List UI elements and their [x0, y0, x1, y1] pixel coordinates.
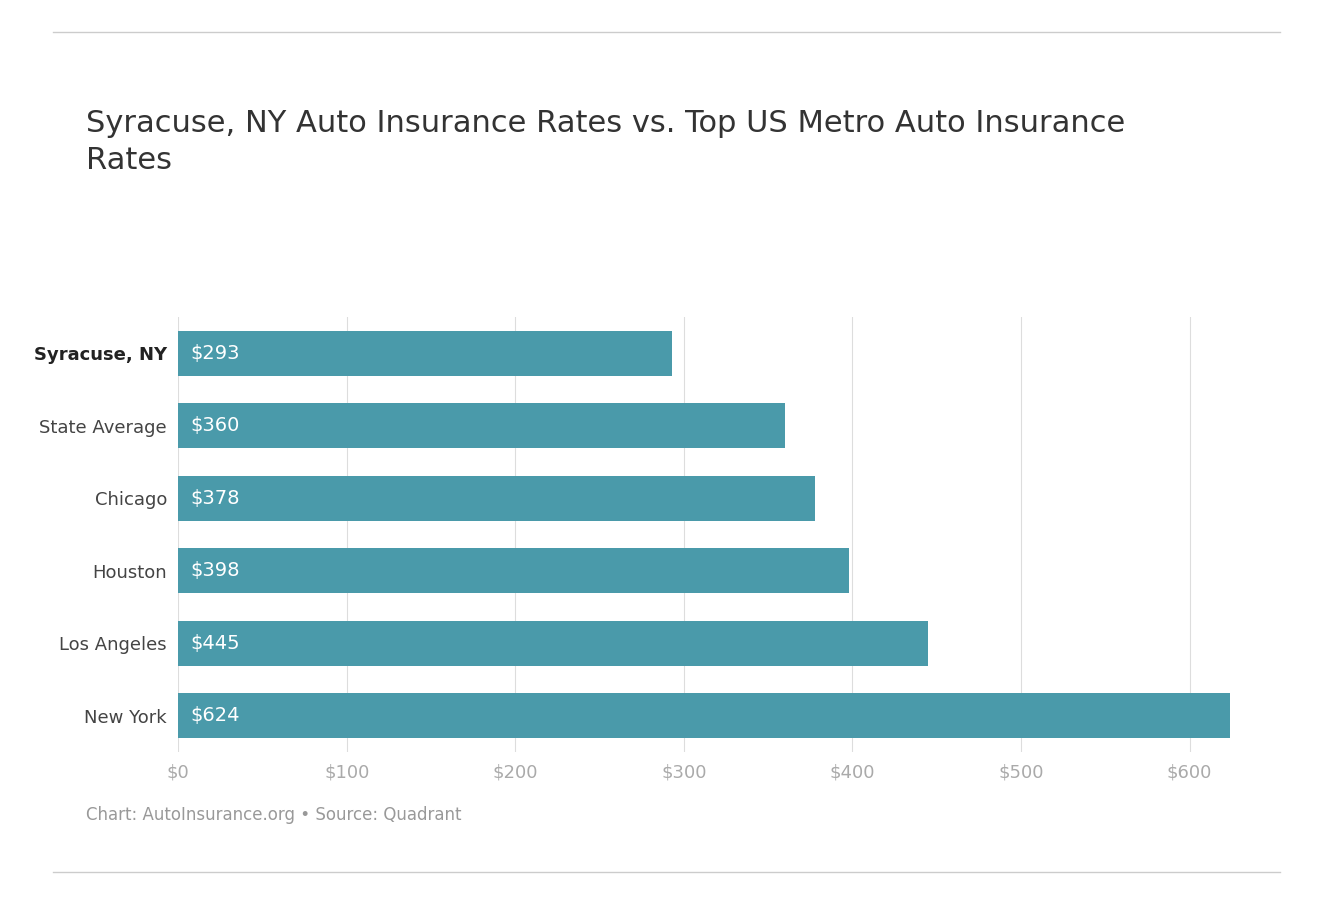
- Text: $398: $398: [190, 562, 239, 580]
- Bar: [178, 548, 849, 593]
- Bar: [178, 621, 928, 666]
- Bar: [178, 403, 785, 448]
- Text: Syracuse, NY Auto Insurance Rates vs. Top US Metro Auto Insurance
Rates: Syracuse, NY Auto Insurance Rates vs. To…: [86, 109, 1125, 175]
- Text: $293: $293: [190, 344, 239, 362]
- Bar: [178, 693, 1230, 738]
- Text: $445: $445: [190, 634, 240, 652]
- Text: $378: $378: [190, 489, 239, 507]
- Text: Chart: AutoInsurance.org • Source: Quadrant: Chart: AutoInsurance.org • Source: Quadr…: [86, 806, 461, 824]
- Text: $360: $360: [190, 417, 239, 435]
- Bar: [178, 476, 816, 521]
- Text: $624: $624: [190, 707, 239, 725]
- Bar: [178, 331, 672, 376]
